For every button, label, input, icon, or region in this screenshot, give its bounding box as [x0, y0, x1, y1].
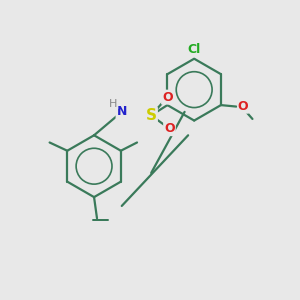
Text: S: S — [146, 108, 157, 123]
Text: Cl: Cl — [188, 44, 201, 56]
Text: H: H — [109, 99, 118, 109]
Text: O: O — [164, 122, 175, 135]
Text: N: N — [117, 105, 127, 119]
Text: O: O — [238, 100, 248, 113]
Text: O: O — [162, 91, 173, 103]
